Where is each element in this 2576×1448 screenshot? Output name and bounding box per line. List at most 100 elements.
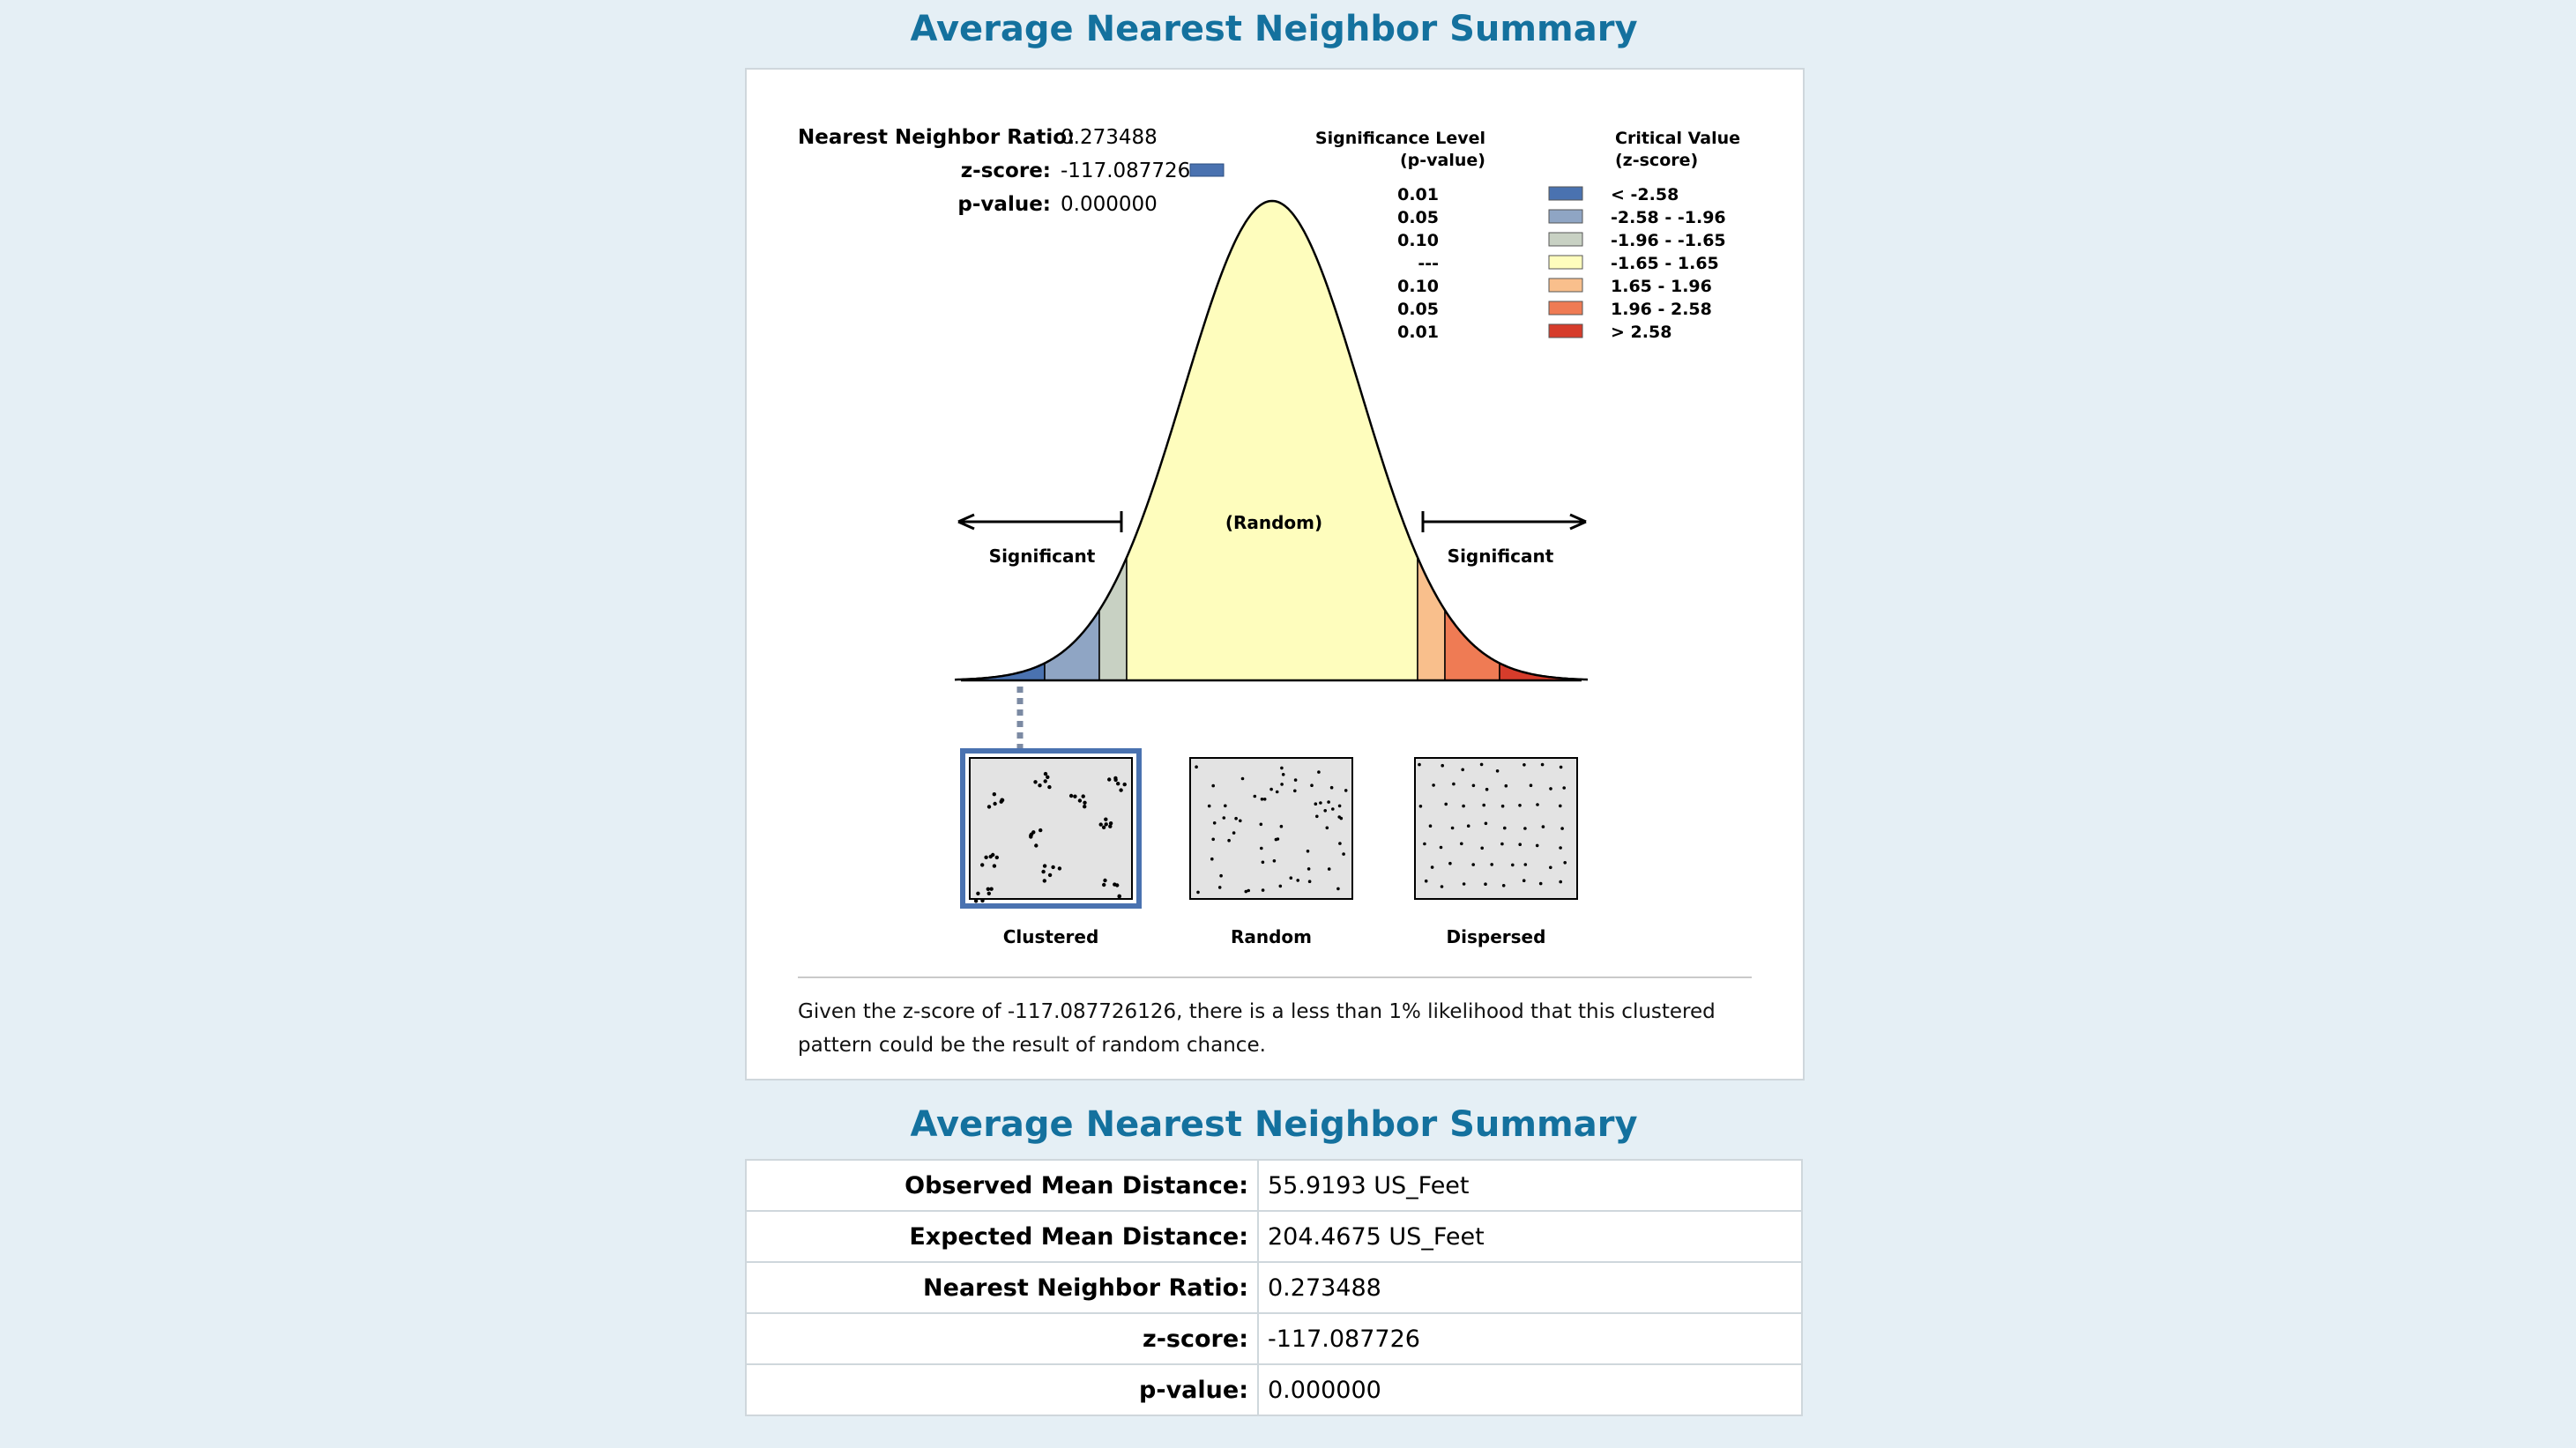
point — [1323, 809, 1327, 813]
row-label: Nearest Neighbor Ratio: — [745, 1261, 1259, 1314]
point — [1471, 863, 1475, 866]
point — [1195, 765, 1198, 769]
table-row: Expected Mean Distance: 204.4675 US_Feet — [745, 1210, 1803, 1263]
point — [1279, 824, 1284, 828]
legend-z-range: > 2.58 — [1611, 323, 1671, 342]
row-value: -117.087726 — [1257, 1312, 1803, 1365]
point — [1338, 842, 1342, 845]
point — [1518, 843, 1522, 846]
normal-curve-graphic: Nearest Neighbor Ratio: 0.273488 z-score… — [798, 126, 1752, 978]
point — [1490, 863, 1493, 866]
point — [1423, 842, 1426, 846]
point — [986, 805, 992, 809]
point — [1484, 821, 1488, 826]
table-row: Nearest Neighbor Ratio: 0.273488 — [745, 1261, 1803, 1314]
point — [1325, 826, 1329, 830]
point — [976, 891, 980, 895]
point — [1450, 826, 1455, 830]
point — [1523, 827, 1527, 830]
point — [1081, 794, 1085, 798]
point — [1211, 837, 1215, 842]
point — [1314, 802, 1318, 806]
point — [1043, 771, 1048, 776]
point — [1104, 822, 1108, 827]
p-value-value: 0.000000 — [1061, 193, 1158, 216]
point — [1482, 803, 1485, 807]
point — [1500, 804, 1505, 808]
point — [1217, 886, 1222, 889]
point — [1293, 778, 1298, 782]
point — [1439, 845, 1443, 850]
point — [1272, 859, 1277, 863]
point — [1484, 882, 1487, 886]
point — [1104, 817, 1108, 821]
row-value: 55.9193 US_Feet — [1257, 1159, 1803, 1212]
point — [994, 855, 999, 860]
point — [1212, 821, 1217, 825]
point — [1418, 762, 1421, 767]
legend-z-range: 1.96 - 2.58 — [1611, 300, 1712, 319]
point — [1500, 842, 1504, 846]
point — [1261, 888, 1265, 892]
ratio-label: Nearest Neighbor Ratio: — [798, 126, 1075, 149]
point — [1029, 835, 1033, 839]
point — [1466, 824, 1470, 828]
legend-p-value: 0.10 — [1397, 231, 1439, 250]
point — [1319, 801, 1322, 805]
point — [1563, 861, 1567, 865]
summary-table: Observed Mean Distance: 55.9193 US_Feet Ex… — [745, 1159, 1803, 1416]
point — [1501, 884, 1506, 887]
legend-swatch — [1548, 301, 1583, 316]
point — [1207, 804, 1211, 808]
point — [1336, 887, 1340, 891]
point — [1253, 794, 1257, 798]
p-value-label: p-value: — [957, 193, 1051, 216]
point — [1239, 819, 1242, 823]
point — [1485, 787, 1489, 791]
point — [992, 864, 997, 868]
point — [1113, 882, 1117, 887]
point — [1430, 865, 1434, 869]
legend-swatch — [1548, 186, 1583, 201]
left-significant-label: Significant — [989, 546, 1096, 567]
point — [1042, 879, 1046, 883]
point — [986, 891, 991, 895]
point — [1549, 865, 1552, 870]
point — [1503, 826, 1507, 830]
legend-swatch — [1548, 232, 1583, 247]
point — [1227, 838, 1231, 843]
legend-p-value: 0.05 — [1397, 208, 1439, 227]
row-label: p-value: — [745, 1363, 1259, 1416]
point — [1033, 780, 1038, 784]
z-score-value: -117.087726 — [1061, 160, 1190, 182]
point — [1073, 794, 1077, 798]
point — [1083, 800, 1087, 805]
legend-z-range: -1.65 - 1.65 — [1611, 254, 1719, 273]
point — [1529, 783, 1533, 787]
point — [1560, 827, 1564, 830]
point — [1211, 783, 1215, 788]
point — [1289, 876, 1293, 880]
point — [1329, 785, 1334, 790]
point — [1462, 882, 1466, 886]
point — [1068, 793, 1074, 798]
table-row: z-score: -117.087726 — [745, 1312, 1803, 1365]
point — [1274, 837, 1278, 842]
row-value: 0.000000 — [1257, 1363, 1803, 1416]
legend-p-value: 0.01 — [1397, 323, 1439, 342]
point — [1540, 762, 1545, 767]
point — [1344, 789, 1348, 792]
point — [1428, 824, 1433, 828]
legend-sig-subheader: (p-value) — [1400, 151, 1485, 170]
point — [1113, 776, 1118, 781]
point — [1108, 821, 1113, 826]
point — [1047, 873, 1053, 878]
point — [1103, 878, 1107, 883]
legend-swatch — [1548, 209, 1583, 224]
point — [1440, 885, 1444, 888]
point — [1342, 852, 1345, 856]
point — [1523, 763, 1526, 767]
point — [980, 863, 985, 867]
legend-swatch — [1548, 278, 1583, 293]
legend-rows: 0.01 < -2.58 0.05 -2.58 - -1.96 0.10 -1.96 - … — [1397, 185, 1726, 342]
